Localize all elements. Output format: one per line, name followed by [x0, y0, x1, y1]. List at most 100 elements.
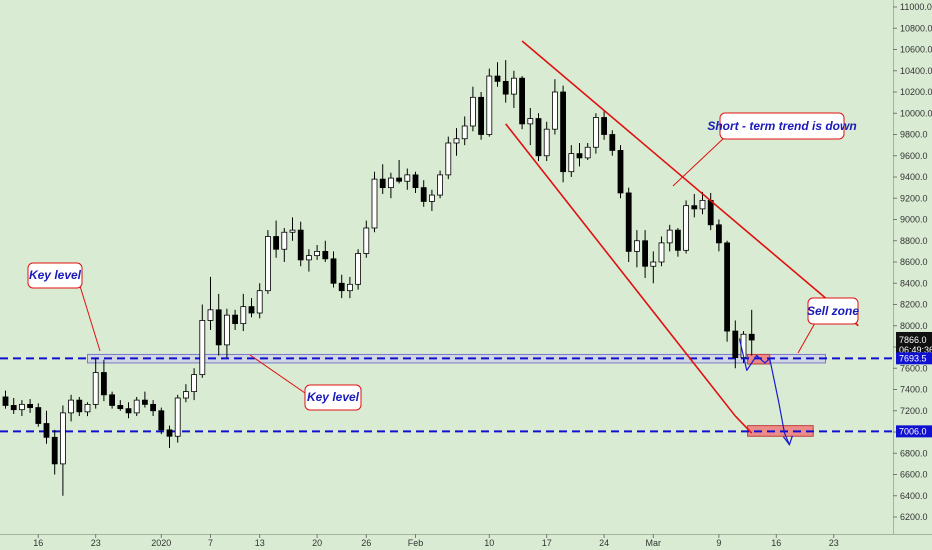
candle-body	[51, 436, 58, 465]
candle	[650, 251, 657, 284]
candle-body	[748, 333, 755, 341]
candle-body	[625, 192, 632, 252]
callout-trend-note: Short - term trend is down	[707, 119, 856, 133]
candle-body	[527, 118, 534, 125]
level-tag-key-level	[896, 352, 932, 365]
candle	[248, 298, 255, 318]
candle-body	[289, 229, 296, 233]
candle	[207, 276, 214, 330]
candle-body	[117, 405, 124, 410]
candle	[264, 230, 271, 294]
candle	[748, 309, 755, 356]
candle-body	[543, 128, 550, 157]
candle-body	[552, 91, 558, 130]
candle-body	[322, 250, 329, 260]
candle-body	[158, 410, 165, 431]
candle	[658, 236, 665, 267]
candle	[404, 168, 411, 190]
candle-body	[469, 96, 476, 127]
candle	[576, 143, 583, 167]
candle-body	[379, 178, 386, 189]
x-tick-label: 16	[33, 538, 43, 548]
candle-body	[199, 320, 206, 376]
candle-body	[141, 399, 148, 405]
candle-body	[716, 224, 722, 244]
current-price-tag	[896, 331, 932, 356]
candle-body	[617, 150, 624, 194]
projection-path	[738, 338, 790, 445]
candle	[141, 391, 148, 408]
y-tick-label: 11000.0	[900, 2, 932, 12]
candle-body	[223, 314, 230, 346]
x-tick-label: 20	[312, 538, 322, 548]
candle-body	[215, 309, 222, 346]
candle	[494, 62, 501, 87]
candle-body	[724, 242, 730, 332]
candle	[527, 107, 534, 146]
candle-body	[461, 125, 468, 140]
candle	[675, 228, 681, 257]
candle-body	[10, 405, 17, 411]
candle	[322, 240, 329, 262]
x-tick-label: 13	[255, 538, 265, 548]
candle	[371, 171, 378, 233]
candle-body	[232, 314, 239, 325]
y-tick-label: 8200.0	[900, 300, 928, 310]
candle	[363, 220, 370, 258]
y-tick-label: 10400.0	[900, 66, 932, 76]
candle-body	[191, 374, 198, 393]
level-tag-label-support: 7006.0	[899, 426, 927, 436]
trendline-upper	[521, 40, 859, 327]
trendlines-layer	[505, 40, 859, 434]
candle-body	[675, 229, 681, 251]
candle-body	[666, 229, 673, 244]
candle	[666, 224, 673, 252]
candle-body	[330, 258, 337, 284]
candle	[10, 398, 17, 414]
candle	[18, 400, 25, 417]
x-tick-label: 9	[716, 538, 721, 548]
candle-body	[601, 117, 607, 135]
candle	[117, 400, 124, 411]
candle-body	[420, 187, 427, 202]
callout-box-sell-zone	[807, 297, 859, 325]
candle-body	[634, 240, 640, 252]
candle-body	[691, 205, 698, 210]
candle	[314, 245, 321, 260]
candle	[437, 170, 444, 199]
callout-key-level-top: Key level	[29, 268, 82, 282]
candle	[379, 164, 386, 194]
candle	[716, 219, 722, 252]
trendline-lower	[505, 123, 736, 417]
candle	[420, 180, 427, 207]
candle-body	[445, 142, 452, 176]
y-tick-label: 6400.0	[900, 491, 928, 501]
callout-box-key-level-bottom	[304, 384, 362, 411]
candle-body	[486, 75, 493, 135]
candle	[60, 405, 66, 496]
candle	[223, 308, 230, 358]
candle	[215, 293, 222, 356]
y-tick-label: 9600.0	[900, 151, 928, 161]
candle	[256, 283, 263, 319]
candle	[568, 145, 575, 177]
x-tick-label: Feb	[408, 538, 424, 548]
x-tick-label: 16	[771, 538, 781, 548]
candle	[634, 230, 640, 268]
candle	[683, 200, 689, 254]
x-tick-label: 2020	[151, 538, 171, 548]
candle	[560, 85, 566, 183]
candle	[625, 187, 632, 262]
candle-body	[683, 205, 689, 251]
candle	[338, 274, 345, 299]
candle	[51, 429, 58, 475]
x-tick-label: 26	[361, 538, 371, 548]
callout-sell-zone: Sell zone	[807, 304, 859, 318]
candle	[182, 384, 189, 403]
candle	[133, 396, 140, 417]
candle-body	[43, 423, 50, 438]
candle-body	[76, 399, 83, 413]
candle	[166, 425, 173, 448]
